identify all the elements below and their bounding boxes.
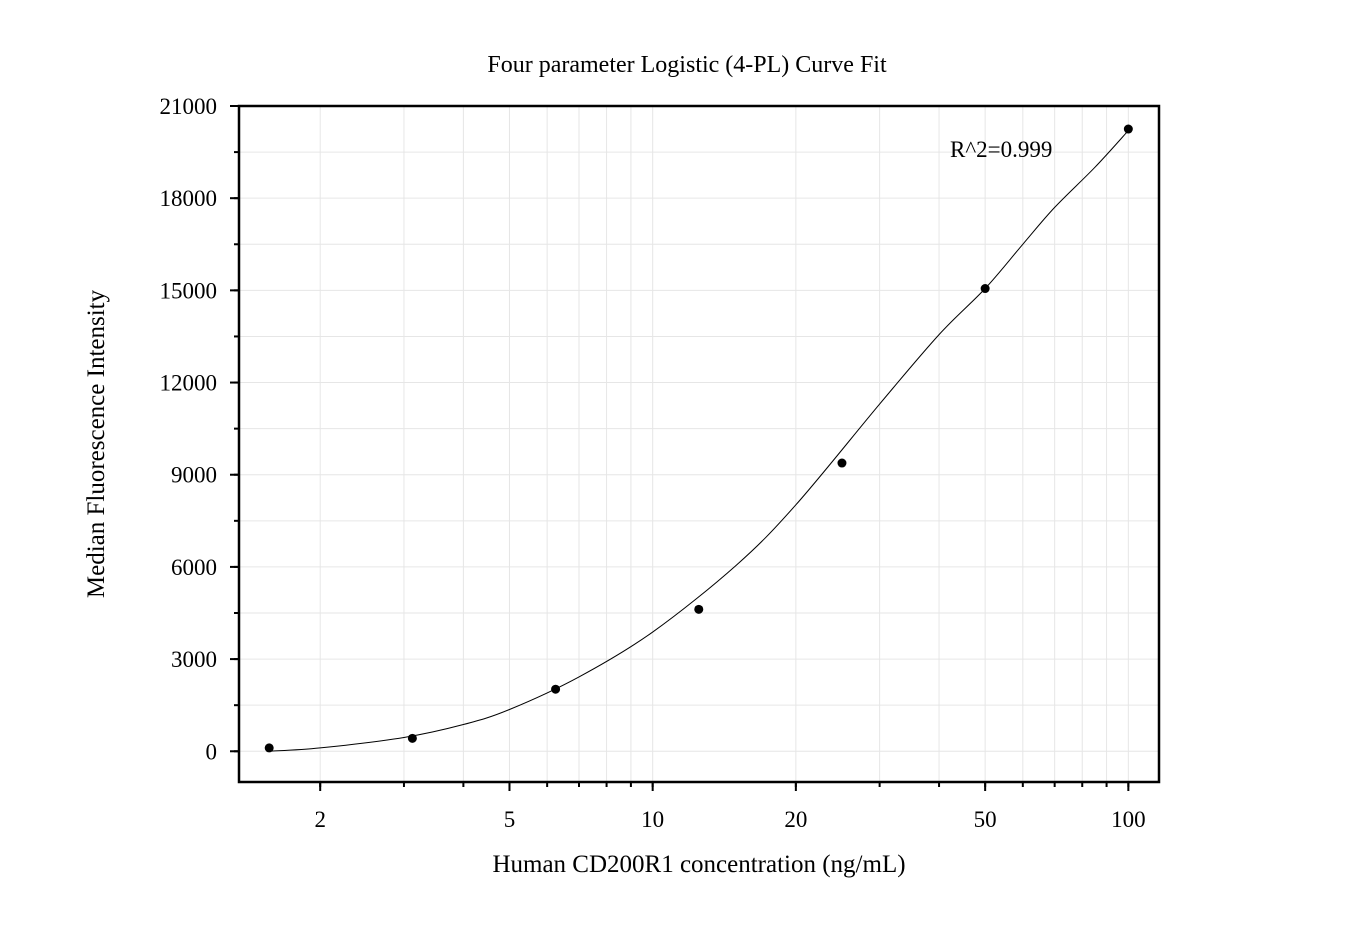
data-point <box>694 604 704 614</box>
data-point <box>980 284 990 294</box>
data-point <box>264 743 274 753</box>
grid <box>239 105 1159 782</box>
fit-curve <box>269 130 1129 752</box>
y-axis-label: Median Fluorescence Intensity <box>83 289 110 598</box>
r-squared-annotation: R^2=0.999 <box>950 137 1052 162</box>
data-point <box>407 733 417 743</box>
x-tick-label: 100 <box>1111 807 1146 832</box>
y-tick-label: 12000 <box>160 371 218 396</box>
data-point <box>837 458 847 468</box>
axis-ticks <box>230 105 1130 791</box>
x-tick-label: 5 <box>504 807 516 832</box>
data-points <box>264 124 1133 753</box>
y-tick-label: 21000 <box>160 94 218 119</box>
plot-frame <box>237 104 1161 784</box>
data-point <box>1123 124 1133 134</box>
x-tick-label: 2 <box>314 807 326 832</box>
x-tick-label: 10 <box>641 807 664 832</box>
x-tick-label: 50 <box>974 807 997 832</box>
x-tick-label: 20 <box>784 807 807 832</box>
y-tick-label: 18000 <box>160 186 218 211</box>
data-point <box>551 684 561 694</box>
chart-title: Four parameter Logistic (4-PL) Curve Fit <box>487 52 887 78</box>
y-tick-label: 9000 <box>171 463 217 488</box>
x-axis-label: Human CD200R1 concentration (ng/mL) <box>492 851 905 878</box>
y-tick-labels: 0 3000 6000 9000 12000 15000 18000 21000 <box>160 94 218 764</box>
y-tick-label: 6000 <box>171 555 217 580</box>
y-tick-label: 15000 <box>160 278 218 303</box>
fit-curve-group <box>269 130 1129 752</box>
y-tick-label: 0 <box>206 739 218 764</box>
x-tick-labels: 2 5 10 20 50 100 <box>314 807 1145 832</box>
y-tick-label: 3000 <box>171 647 217 672</box>
